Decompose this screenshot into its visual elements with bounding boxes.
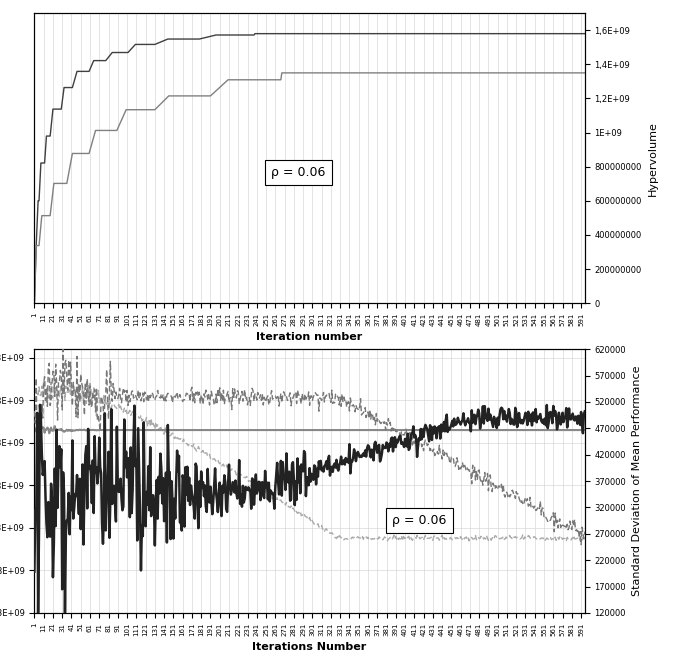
Y-axis label: Hypervolume: Hypervolume [647, 121, 658, 196]
X-axis label: Iteration number: Iteration number [257, 332, 363, 342]
Text: ρ = 0.06: ρ = 0.06 [271, 166, 326, 179]
X-axis label: Iterations Number: Iterations Number [252, 642, 367, 652]
Legend: MONACO, MOACO: MONACO, MOACO [178, 360, 353, 379]
Text: ρ = 0.06: ρ = 0.06 [392, 514, 447, 527]
Y-axis label: Standard Deviation of Mean Performance: Standard Deviation of Mean Performance [632, 366, 642, 596]
